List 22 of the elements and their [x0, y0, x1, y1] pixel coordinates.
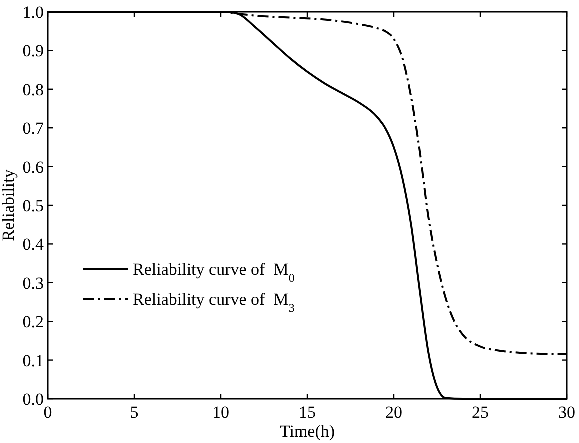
x-tick-label: 25 [472, 403, 489, 422]
y-tick-label: 0.4 [22, 235, 44, 254]
y-tick-label: 0.8 [22, 80, 44, 100]
x-tick-label: 20 [386, 403, 402, 422]
legend-label: Reliability curve of M$_{0}$ [133, 260, 295, 285]
y-tick-label: 0.6 [22, 158, 44, 177]
y-tick-label: 0.2 [22, 312, 44, 332]
legend-label: Reliability curve of M$_{3}$ [133, 290, 295, 315]
x-tick-label: 10 [212, 403, 230, 422]
x-tick-label: 30 [558, 403, 576, 422]
y-tick-label: 0.0 [22, 390, 44, 409]
y-tick-label: 0.9 [22, 42, 44, 61]
x-axis-title: Time(h) [280, 422, 336, 441]
x-tick-label: 5 [130, 403, 139, 422]
y-tick-label: 0.3 [22, 274, 44, 293]
y-tick-label: 0.1 [22, 351, 44, 370]
y-tick-label: 0.5 [22, 196, 44, 216]
y-tick-label: 1.0 [22, 3, 44, 22]
y-axis-title: Reliability [0, 169, 18, 242]
x-tick-label: 0 [44, 403, 52, 422]
x-tick-label: 15 [299, 403, 316, 422]
y-tick-label: 0.7 [22, 119, 44, 138]
